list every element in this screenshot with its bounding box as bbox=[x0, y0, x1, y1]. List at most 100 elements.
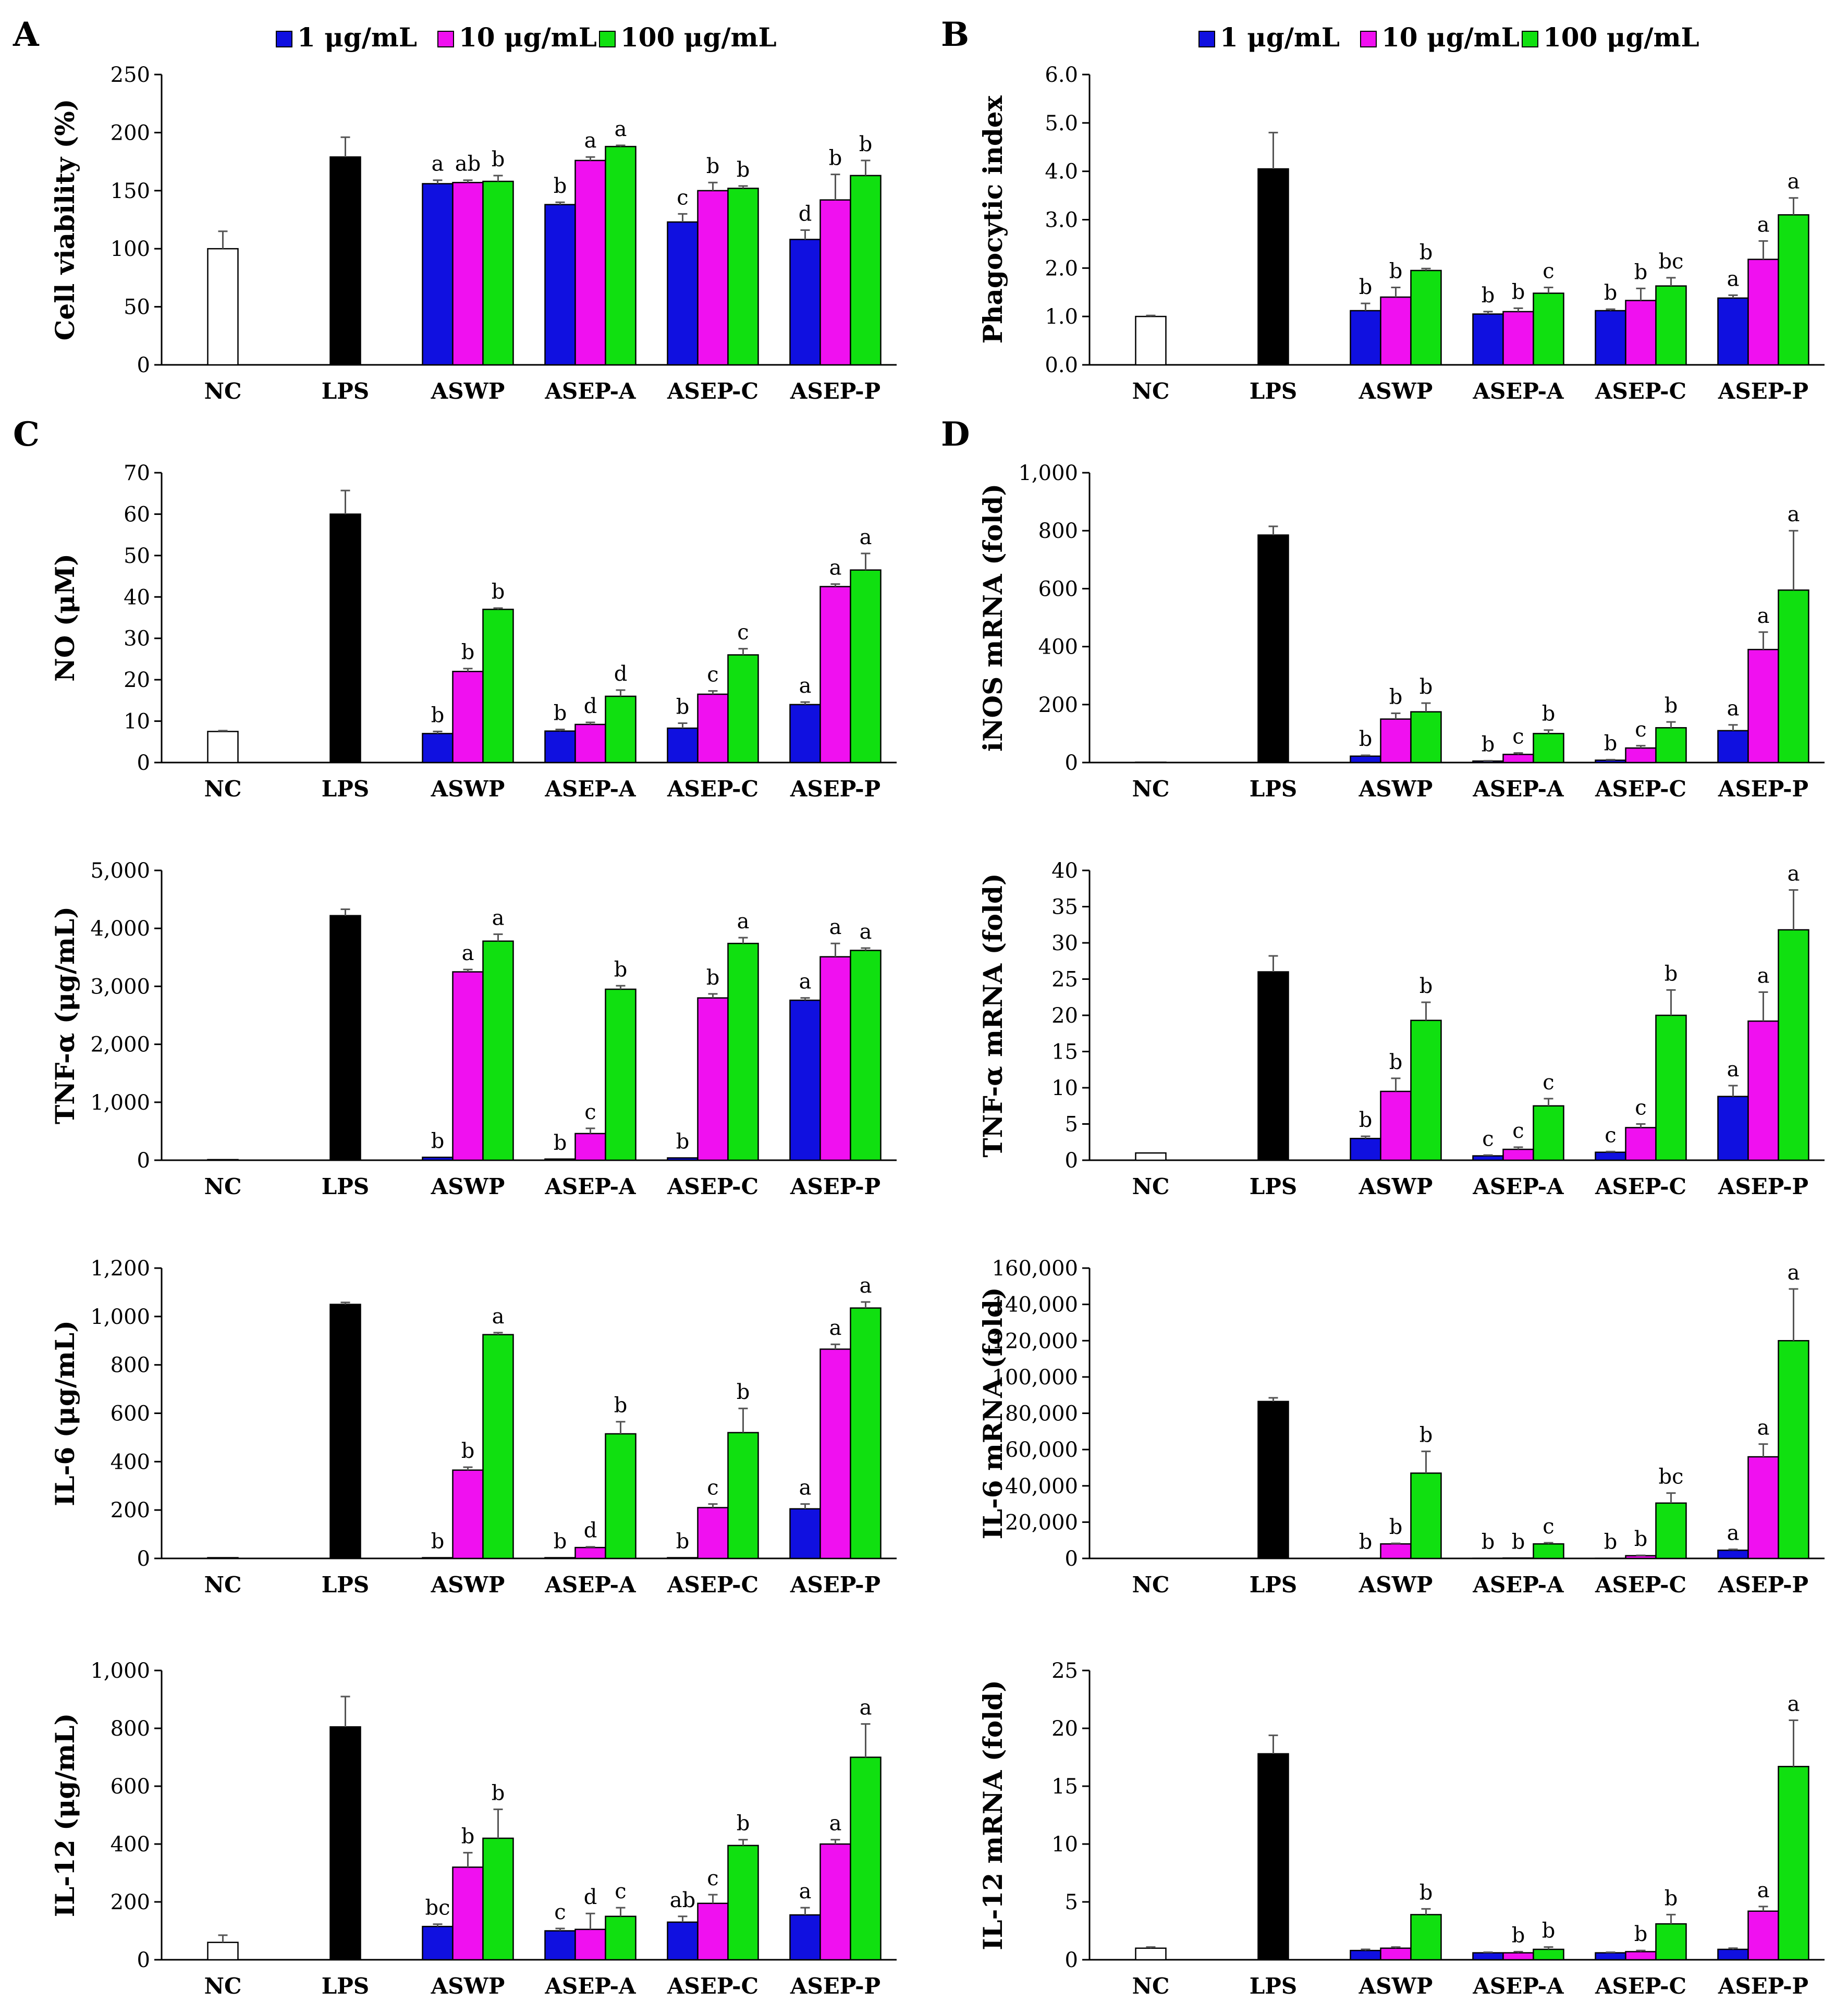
x-tick-label: ASEP-P bbox=[790, 1572, 880, 1598]
y-axis-label: TNF-α mRNA (fold) bbox=[977, 873, 1008, 1157]
x-tick-label: ASEP-C bbox=[1595, 1174, 1686, 1199]
y-tick-label: 250 bbox=[111, 63, 150, 87]
bar bbox=[1717, 730, 1749, 764]
x-tick-label: ASEP-A bbox=[544, 1174, 637, 1199]
significance-letter: c bbox=[554, 1900, 566, 1924]
significance-letter: d bbox=[584, 694, 597, 718]
bar bbox=[1595, 759, 1626, 764]
x-tick-label: NC bbox=[204, 1973, 242, 1999]
x-tick-label: ASEP-A bbox=[544, 378, 637, 404]
significance-letter: b bbox=[1389, 259, 1403, 283]
bar bbox=[544, 730, 576, 764]
significance-letter: b bbox=[461, 641, 475, 665]
x-tick-label: ASEP-C bbox=[1595, 776, 1686, 802]
legend-swatch bbox=[1522, 31, 1538, 47]
y-tick-label: 25 bbox=[1051, 1659, 1078, 1683]
bar bbox=[727, 942, 759, 1161]
bar bbox=[605, 695, 637, 764]
bar bbox=[1380, 1090, 1412, 1161]
x-tick-label: ASEP-P bbox=[1718, 1572, 1808, 1598]
bar bbox=[544, 1930, 576, 1961]
bar-lps bbox=[329, 1304, 361, 1559]
y-axis-label: IL-6 mRNA (fold) bbox=[977, 1287, 1008, 1540]
significance-letter: b bbox=[1542, 702, 1556, 726]
significance-letter: c bbox=[1543, 259, 1554, 283]
x-tick-label: ASEP-C bbox=[1595, 1572, 1686, 1598]
bar bbox=[574, 723, 606, 764]
x-tick-label: ASEP-P bbox=[790, 776, 880, 802]
y-tick-label: 1,000 bbox=[90, 1091, 150, 1115]
bar bbox=[1350, 310, 1381, 366]
x-tick-label: ASWP bbox=[431, 1973, 505, 1999]
significance-letter: b bbox=[1665, 962, 1678, 986]
bar bbox=[422, 733, 454, 764]
y-tick-label: 600 bbox=[111, 1402, 150, 1426]
x-tick-label: LPS bbox=[1250, 1174, 1297, 1199]
significance-letter: c bbox=[677, 186, 688, 210]
x-tick-label: LPS bbox=[322, 378, 369, 404]
significance-letter: a bbox=[1788, 502, 1800, 526]
bar bbox=[819, 956, 851, 1161]
bar bbox=[1747, 259, 1779, 366]
y-tick-label: 2.0 bbox=[1045, 256, 1078, 280]
bar bbox=[482, 1334, 514, 1559]
y-tick-label: 20,000 bbox=[1005, 1510, 1078, 1534]
y-tick-label: 1,200 bbox=[90, 1257, 150, 1281]
x-tick-label: ASEP-C bbox=[667, 1572, 758, 1598]
significance-letter: b bbox=[1634, 1527, 1648, 1551]
bar bbox=[1533, 292, 1564, 366]
x-tick-label: ASEP-A bbox=[1472, 776, 1564, 802]
y-tick-label: 140,000 bbox=[992, 1293, 1078, 1317]
significance-letter: b bbox=[1359, 1530, 1373, 1554]
x-tick-label: NC bbox=[1132, 378, 1170, 404]
bar bbox=[1410, 1019, 1442, 1161]
bar bbox=[574, 1133, 606, 1161]
bar bbox=[697, 693, 729, 764]
y-axis-label: iNOS mRNA (fold) bbox=[977, 484, 1008, 752]
bar-lps bbox=[1257, 1400, 1289, 1559]
bar bbox=[452, 671, 484, 764]
significance-letter: bc bbox=[1658, 1465, 1683, 1489]
y-tick-label: 4,000 bbox=[90, 917, 150, 941]
legend-swatch bbox=[1198, 31, 1215, 47]
bar bbox=[1410, 711, 1442, 764]
significance-letter: a bbox=[860, 920, 872, 944]
significance-letter: a bbox=[492, 906, 505, 930]
significance-letter: b bbox=[1419, 1881, 1433, 1905]
x-tick-label: ASEP-P bbox=[790, 378, 880, 404]
bar bbox=[1380, 1947, 1412, 1961]
significance-letter: ab bbox=[670, 1888, 695, 1912]
bar bbox=[1747, 648, 1779, 764]
x-tick-label: ASEP-C bbox=[667, 1973, 758, 1999]
y-tick-label: 6.0 bbox=[1045, 63, 1078, 87]
bar bbox=[1625, 747, 1657, 764]
significance-letter: b bbox=[554, 1131, 567, 1155]
significance-letter: d bbox=[614, 662, 628, 686]
significance-letter: b bbox=[1512, 280, 1525, 304]
significance-letter: d bbox=[584, 1885, 597, 1909]
x-tick-label: ASEP-A bbox=[1472, 378, 1564, 404]
x-tick-label: ASWP bbox=[1359, 378, 1433, 404]
bar bbox=[819, 1348, 851, 1559]
significance-letter: a bbox=[584, 129, 597, 153]
bar bbox=[1472, 1155, 1504, 1161]
y-tick-label: 0 bbox=[1065, 1547, 1078, 1571]
bar bbox=[1625, 1951, 1657, 1961]
bar bbox=[605, 1915, 637, 1961]
significance-letter: b bbox=[554, 1530, 567, 1554]
significance-letter: b bbox=[614, 1394, 628, 1418]
bar bbox=[1380, 1543, 1412, 1559]
bar bbox=[1410, 269, 1442, 366]
significance-letter: a bbox=[799, 970, 812, 994]
bar bbox=[789, 1914, 821, 1961]
significance-letter: b bbox=[1604, 731, 1618, 755]
bar-nc bbox=[1135, 761, 1167, 764]
significance-letter: a bbox=[829, 1812, 842, 1836]
bar bbox=[727, 654, 759, 764]
x-tick-label: ASWP bbox=[431, 378, 505, 404]
y-axis-label: Cell viability (%) bbox=[50, 99, 80, 341]
y-tick-label: 1.0 bbox=[1045, 305, 1078, 329]
bar-nc bbox=[1135, 315, 1167, 366]
chart-panel: 0 5 10 15 20 25 30 35 40 TNF-α mRNA (fold) NC LPS AS… bbox=[977, 859, 1825, 1199]
bar bbox=[1502, 754, 1534, 764]
